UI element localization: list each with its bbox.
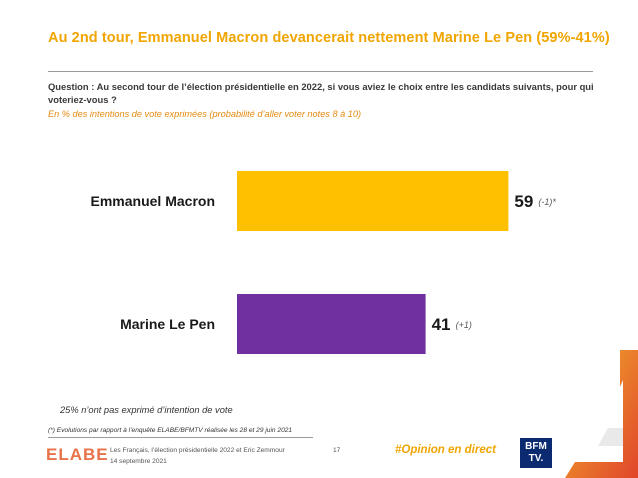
- brand-triangle-graphic: [565, 350, 638, 478]
- category-label: Emmanuel Macron: [91, 193, 215, 209]
- category-label: Marine Le Pen: [120, 316, 215, 332]
- hashtag: #Opinion en direct: [395, 444, 496, 456]
- bfmtv-logo-line1: BFM: [525, 441, 547, 452]
- footer-description: Les Français, l’élection présidentielle …: [110, 447, 285, 454]
- title-divider: [48, 71, 593, 72]
- abstention-note: 25% n’ont pas exprimé d’intention de vot…: [60, 405, 233, 415]
- survey-subquestion: En % des intentions de vote exprimées (p…: [48, 109, 362, 119]
- survey-question: Question : Au second tour de l’élection …: [48, 81, 594, 105]
- bfmtv-logo: BFM TV.: [520, 438, 552, 468]
- page-number: 17: [333, 447, 341, 454]
- value-label: 41: [432, 315, 451, 334]
- evolution-note: (*) Evolutions par rapport à l’enquête E…: [48, 427, 293, 434]
- bar-emmanuel-macron: [237, 171, 509, 231]
- elabe-logo: ELABE: [46, 445, 109, 465]
- footer-date: 14 septembre 2021: [110, 458, 167, 465]
- value-label: 59: [514, 192, 533, 211]
- elabe-logo-text: ELABE: [46, 445, 109, 464]
- bar-marine-le-pen: [237, 294, 426, 354]
- bfmtv-logo-line2: TV.: [528, 453, 544, 464]
- page-title: Au 2nd tour, Emmanuel Macron devancerait…: [48, 30, 610, 46]
- footer-divider: [48, 437, 313, 438]
- vote-bar-chart: Emmanuel Macron 59 (-1)* Marine Le Pen 41 (+1…: [91, 171, 556, 354]
- change-label: (-1)*: [538, 197, 556, 207]
- change-label: (+1): [456, 320, 472, 330]
